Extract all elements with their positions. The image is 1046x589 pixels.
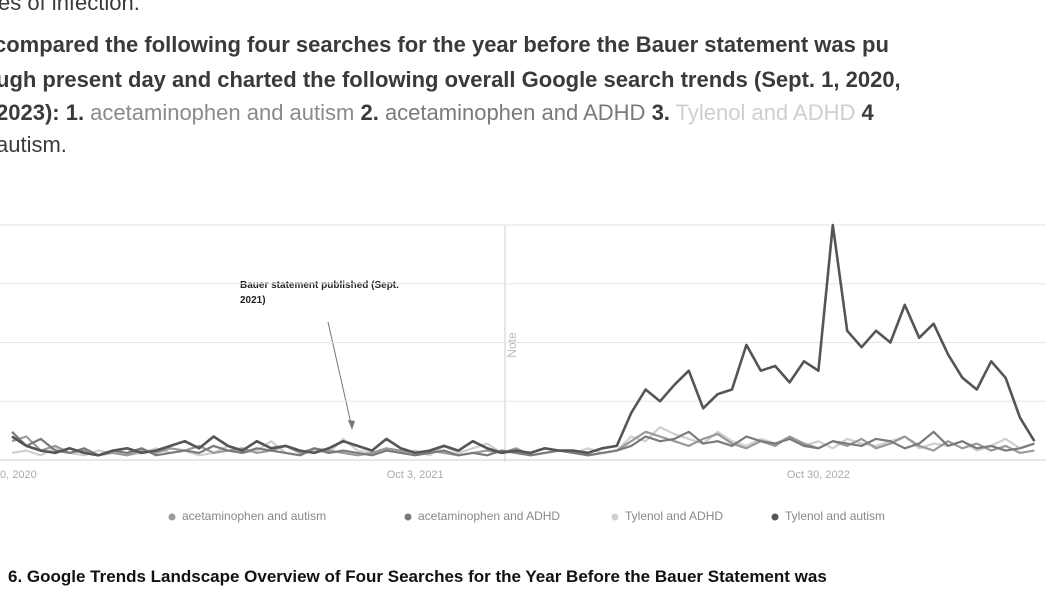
- legend-marker: [771, 513, 779, 521]
- text-line: ugh present day and charted the followin…: [0, 67, 901, 92]
- text-run: 2.: [354, 100, 378, 125]
- caption: 6. Google Trends Landscape Overview of F…: [8, 567, 827, 586]
- text-line: es of infection.: [0, 0, 140, 15]
- annotation: 2021): [240, 295, 266, 306]
- series-line: [11, 223, 1036, 457]
- text-run: 3.: [645, 100, 669, 125]
- text-run: 4: [855, 100, 874, 125]
- text-run: acetaminophen and autism: [84, 100, 354, 125]
- legend-label: Tylenol and autism: [785, 509, 885, 523]
- legend-marker: [168, 513, 176, 521]
- series-line: [11, 430, 1035, 457]
- arrow-head: [348, 420, 355, 430]
- annotation-arrow: [327, 321, 353, 429]
- text-line: compared the following four searches for…: [0, 32, 889, 57]
- legend-label: acetaminophen and autism: [182, 509, 326, 523]
- legend-label: acetaminophen and ADHD: [418, 509, 560, 523]
- text-run: Tylenol and ADHD: [670, 100, 855, 125]
- annotation: Bauer statement published (Sept.: [240, 280, 399, 291]
- legend-marker: [404, 513, 412, 521]
- text-line: autism.: [0, 132, 67, 157]
- note-label: Note: [505, 332, 519, 358]
- legend-marker: [611, 513, 619, 521]
- text-line: 2023): 1. acetaminophen and autism 2. ac…: [0, 100, 875, 125]
- x-tick-label: 0, 2020: [0, 469, 37, 481]
- x-tick-label: Oct 3, 2021: [387, 469, 444, 481]
- text-run: 2023): 1.: [0, 100, 84, 125]
- text-run: acetaminophen and ADHD: [379, 100, 646, 125]
- x-tick-label: Oct 30, 2022: [787, 469, 850, 481]
- legend-label: Tylenol and ADHD: [625, 509, 723, 523]
